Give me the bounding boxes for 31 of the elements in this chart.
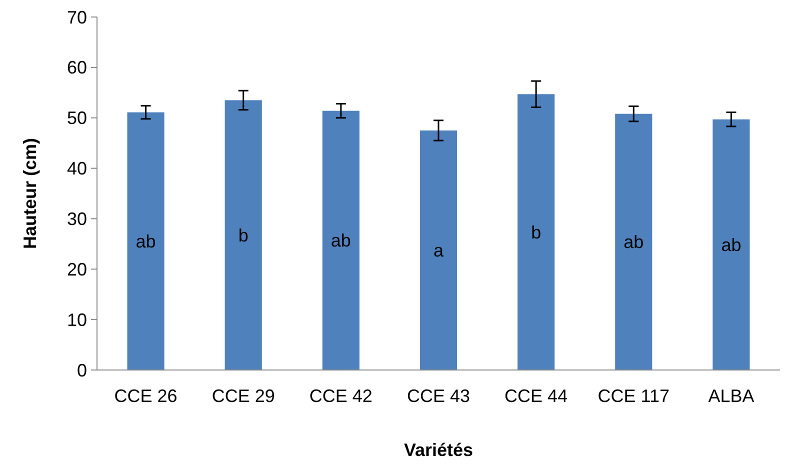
y-tick-label: 0 <box>76 360 87 380</box>
x-tick-label: ALBA <box>708 386 754 406</box>
bar <box>615 114 652 370</box>
data-label: b <box>238 225 248 246</box>
x-tick-label: CCE 43 <box>406 386 470 406</box>
bar <box>224 100 262 370</box>
bar <box>322 110 360 370</box>
y-tick-label: 10 <box>66 310 87 330</box>
x-tick-label: CCE 117 <box>598 386 670 406</box>
x-axis-title: Variétés <box>404 440 474 460</box>
data-label: ab <box>136 231 156 252</box>
y-tick-label: 40 <box>66 158 87 179</box>
y-tick-label: 60 <box>66 58 87 78</box>
y-tick-label: 30 <box>66 209 87 230</box>
data-label: b <box>531 222 542 242</box>
y-tick-label: 50 <box>66 108 87 128</box>
y-tick-label: 70 <box>66 7 87 28</box>
x-tick-label: CCE 42 <box>309 386 372 406</box>
data-label: ab <box>624 232 644 252</box>
y-axis-title: Hauteur (cm) <box>20 138 40 250</box>
data-label: a <box>433 240 444 261</box>
bar <box>127 112 164 370</box>
bar <box>518 94 555 370</box>
data-label: ab <box>330 230 351 251</box>
x-tick-label: CCE 26 <box>114 386 178 406</box>
y-tick-label: 20 <box>66 259 87 280</box>
bar <box>712 119 750 370</box>
x-tick-label: CCE 44 <box>504 386 568 406</box>
bar <box>420 130 458 370</box>
x-tick-label: CCE 29 <box>212 386 275 406</box>
data-label: ab <box>721 234 742 255</box>
